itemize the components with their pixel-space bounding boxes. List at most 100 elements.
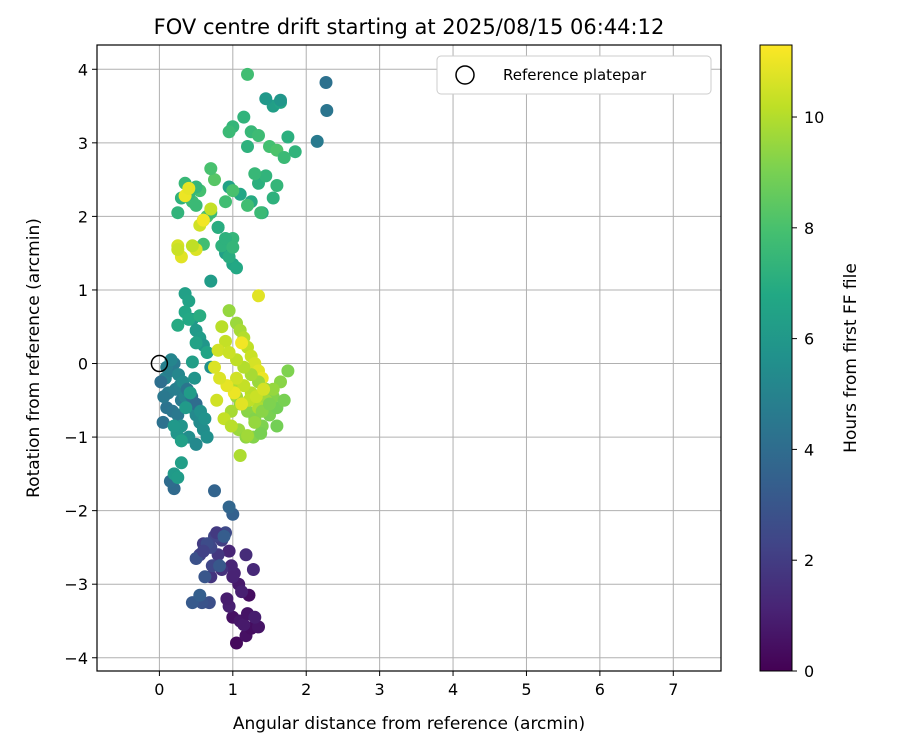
y-tick-label: 0 — [78, 355, 88, 374]
x-tick-label: 3 — [375, 680, 385, 699]
x-tick-label: 6 — [595, 680, 605, 699]
data-point — [270, 419, 284, 433]
data-point — [235, 397, 249, 411]
data-point — [239, 548, 253, 562]
data-point — [235, 585, 249, 599]
data-point — [230, 261, 243, 275]
legend: Reference platepar — [436, 55, 712, 95]
data-point — [154, 375, 168, 389]
data-point — [198, 412, 212, 426]
data-point — [257, 382, 271, 396]
data-point — [174, 456, 188, 470]
legend-label: Reference platepar — [503, 66, 647, 84]
colorbar-tick-label: 4 — [804, 440, 814, 459]
data-point — [224, 419, 238, 433]
plot-frame — [96, 44, 722, 672]
data-point — [233, 449, 247, 462]
colorbar-tick-label: 6 — [804, 330, 814, 349]
data-point — [248, 415, 262, 429]
x-tick-label: 4 — [448, 680, 458, 699]
data-point — [171, 243, 185, 256]
y-axis-label: Rotation from reference (arcmin) — [24, 218, 44, 498]
data-point — [241, 140, 254, 153]
data-point — [252, 129, 265, 142]
data-point — [241, 198, 254, 212]
x-axis-ticks: 0 1 2 3 4 5 6 7 — [154, 671, 678, 699]
reference-platepar-marker — [150, 354, 169, 373]
colorbar-tick-label: 10 — [804, 108, 824, 127]
data-point — [188, 371, 202, 385]
data-point — [171, 471, 185, 484]
colorbar-tick-label: 2 — [804, 551, 814, 570]
data-point — [183, 386, 197, 400]
data-point — [185, 355, 199, 369]
data-point — [182, 294, 196, 308]
data-point — [235, 336, 249, 350]
data-point — [222, 304, 236, 318]
data-point — [179, 401, 193, 415]
data-point — [226, 240, 240, 254]
data-point — [210, 393, 224, 407]
data-point — [266, 382, 280, 396]
colorbar-gradient — [759, 44, 793, 672]
y-tick-label: −4 — [64, 649, 88, 668]
data-point — [208, 360, 221, 374]
data-point — [237, 110, 251, 124]
x-tick-label: 7 — [668, 680, 678, 699]
data-point — [220, 592, 234, 606]
data-point — [263, 397, 276, 411]
data-point — [266, 191, 280, 205]
data-points — [154, 67, 334, 650]
data-point — [259, 169, 273, 183]
data-point — [310, 134, 324, 148]
data-point — [200, 430, 214, 444]
x-tick-label: 2 — [301, 680, 311, 699]
data-point — [222, 544, 236, 558]
legend-box — [436, 55, 712, 95]
data-point — [237, 618, 251, 632]
data-point — [281, 130, 295, 144]
data-point — [226, 184, 240, 198]
data-point — [204, 274, 218, 288]
data-point — [196, 544, 210, 558]
data-point — [270, 179, 284, 192]
y-axis-ticks: −4 −3 −2 −1 0 1 2 3 4 — [64, 60, 97, 668]
y-tick-label: 1 — [78, 281, 88, 300]
data-point — [248, 610, 262, 624]
data-point — [230, 636, 243, 650]
data-point — [208, 173, 221, 187]
data-point — [193, 309, 207, 323]
colorbar-ticks: 0 2 4 6 8 10 — [792, 108, 824, 681]
data-point — [274, 93, 287, 107]
data-point — [230, 371, 243, 385]
data-point — [189, 437, 203, 451]
colorbar-label: Hours from first FF file — [841, 263, 861, 453]
data-point — [204, 202, 218, 216]
data-point — [252, 289, 265, 303]
data-point — [246, 563, 260, 576]
data-point — [196, 213, 210, 227]
legend-marker — [455, 65, 475, 85]
colorbar-tick-label: 0 — [804, 662, 814, 681]
data-point — [182, 312, 196, 326]
data-point — [320, 104, 334, 117]
data-point — [222, 346, 236, 359]
y-tick-label: 4 — [78, 60, 88, 79]
data-point — [217, 529, 231, 543]
data-point — [156, 415, 170, 429]
data-point — [211, 343, 225, 357]
data-point — [226, 570, 240, 584]
x-axis-label: Angular distance from reference (arcmin) — [233, 714, 585, 734]
x-tick-label: 5 — [521, 680, 531, 699]
y-tick-label: −1 — [64, 428, 88, 447]
data-point — [157, 390, 171, 404]
y-tick-label: 2 — [78, 207, 88, 226]
colorbar-tick-label: 8 — [804, 219, 814, 238]
data-point — [208, 484, 221, 498]
data-point — [215, 320, 229, 334]
data-point — [319, 76, 333, 89]
colorbar: 0 2 4 6 8 10 Hours from first FF file — [759, 44, 861, 681]
data-point — [248, 167, 262, 181]
data-point — [219, 232, 232, 245]
